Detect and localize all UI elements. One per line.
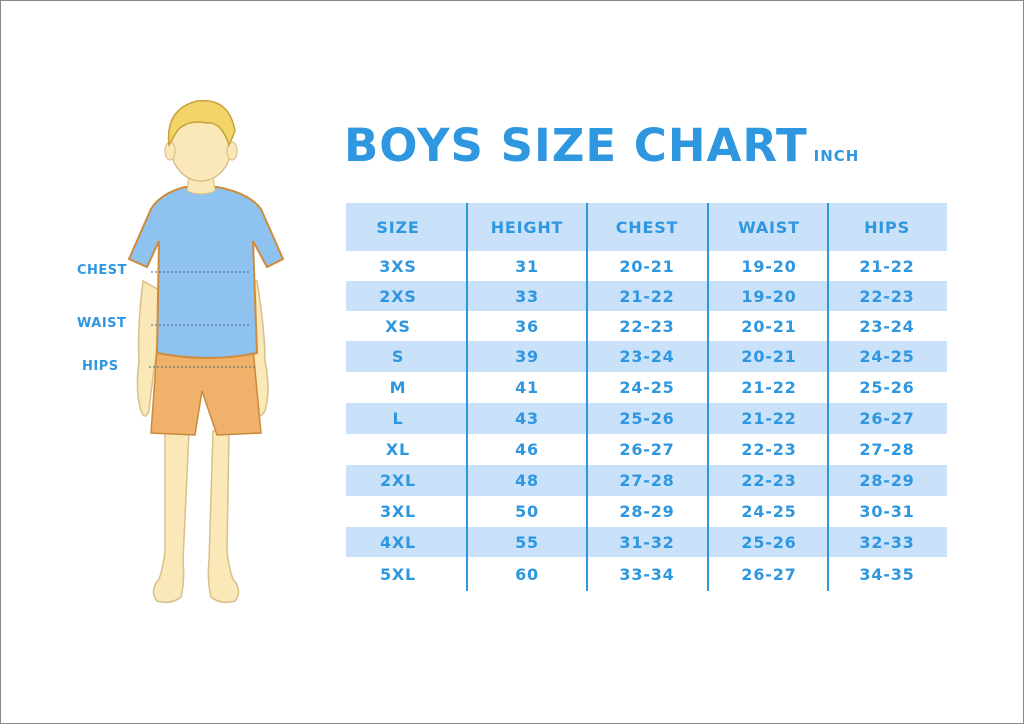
column-header-hips: HIPS [864,217,910,237]
table-cell-height: 60 [515,564,539,584]
table-row: 2XL 48 27-28 22-23 28-29 [346,465,947,496]
table-cell-hips: 25-26 [859,378,915,397]
boy-figure-illustration [127,99,285,604]
table-cell-height: 48 [515,471,539,490]
table-cell-hips: 34-35 [859,564,915,584]
table-header-row: SIZE HEIGHT CHEST WAIST HIPS [346,203,947,251]
table-row: 3XS 31 20-21 19-20 21-22 [346,251,947,281]
table-cell-waist: 22-23 [741,471,797,490]
table-row: XS 36 22-23 20-21 23-24 [346,311,947,341]
table-cell-waist: 21-22 [741,409,797,428]
table-cell-waist: 19-20 [741,256,797,276]
column-header-size: SIZE [376,217,420,237]
table-row: 2XS 33 21-22 19-20 22-23 [346,281,947,311]
column-divider [586,203,588,591]
unit-label: INCH [813,147,860,165]
table-cell-size: 2XL [379,471,417,490]
table-cell-height: 36 [515,316,539,336]
table-cell-chest: 33-34 [619,564,675,584]
table-cell-hips: 23-24 [859,316,915,336]
table-cell-height: 43 [515,409,539,428]
title-text: BOYS SIZE CHART [344,119,808,172]
table-cell-size: XL [385,440,411,459]
chest-label: CHEST [77,263,128,278]
table-cell-waist: 19-20 [741,286,797,306]
table-cell-waist: 20-21 [741,347,797,366]
table-cell-waist: 25-26 [741,532,797,552]
column-header-height: HEIGHT [490,217,564,237]
table-cell-size: 5XL [379,564,417,584]
table-cell-size: M [389,378,407,397]
table-row: L 43 25-26 21-22 26-27 [346,403,947,434]
table-cell-hips: 30-31 [859,502,915,521]
table-cell-waist: 21-22 [741,378,797,397]
table-cell-size: 4XL [379,532,417,552]
table-cell-size: 2XS [379,286,417,306]
table-cell-size: S [391,347,405,366]
table-cell-chest: 22-23 [619,316,675,336]
table-cell-size: 3XL [379,502,417,521]
table-cell-size: XS [385,316,411,336]
table-cell-waist: 20-21 [741,316,797,336]
table-cell-hips: 26-27 [859,409,915,428]
table-cell-waist: 26-27 [741,564,797,584]
table-cell-waist: 24-25 [741,502,797,521]
table-cell-height: 50 [515,502,539,521]
table-cell-height: 39 [515,347,539,366]
table-row: M 41 24-25 21-22 25-26 [346,372,947,403]
table-row: 4XL 55 31-32 25-26 32-33 [346,527,947,557]
table-cell-height: 55 [515,532,539,552]
table-cell-hips: 24-25 [859,347,915,366]
table-cell-chest: 21-22 [619,286,675,306]
table-cell-height: 31 [515,256,539,276]
waist-label: WAIST [77,316,127,331]
table-cell-chest: 31-32 [619,532,675,552]
column-divider [707,203,709,591]
table-row: 3XL 50 28-29 24-25 30-31 [346,496,947,527]
table-cell-chest: 28-29 [619,502,675,521]
table-cell-hips: 21-22 [859,256,915,276]
table-cell-hips: 22-23 [859,286,915,306]
table-cell-size: L [392,409,404,428]
table-cell-chest: 25-26 [619,409,675,428]
table-row: 5XL 60 33-34 26-27 34-35 [346,557,947,591]
column-divider [827,203,829,591]
column-divider [466,203,468,591]
table-row: XL 46 26-27 22-23 27-28 [346,434,947,465]
table-cell-hips: 27-28 [859,440,915,459]
table-cell-chest: 27-28 [619,471,675,490]
hips-label: HIPS [82,359,119,374]
column-header-chest: CHEST [615,217,679,237]
table-cell-chest: 20-21 [619,256,675,276]
column-header-waist: WAIST [738,217,800,237]
table-cell-chest: 26-27 [619,440,675,459]
table-cell-size: 3XS [379,256,417,276]
page-title: BOYS SIZE CHART INCH [344,119,859,172]
table-cell-chest: 24-25 [619,378,675,397]
table-cell-hips: 32-33 [859,532,915,552]
table-cell-height: 46 [515,440,539,459]
size-table: SIZE HEIGHT CHEST WAIST HIPS 3XS 31 20-21 19-20 2… [346,203,947,591]
table-cell-height: 41 [515,378,539,397]
table-cell-height: 33 [515,286,539,306]
table-cell-waist: 22-23 [741,440,797,459]
table-row: S 39 23-24 20-21 24-25 [346,341,947,372]
table-cell-hips: 28-29 [859,471,915,490]
table-cell-chest: 23-24 [619,347,675,366]
